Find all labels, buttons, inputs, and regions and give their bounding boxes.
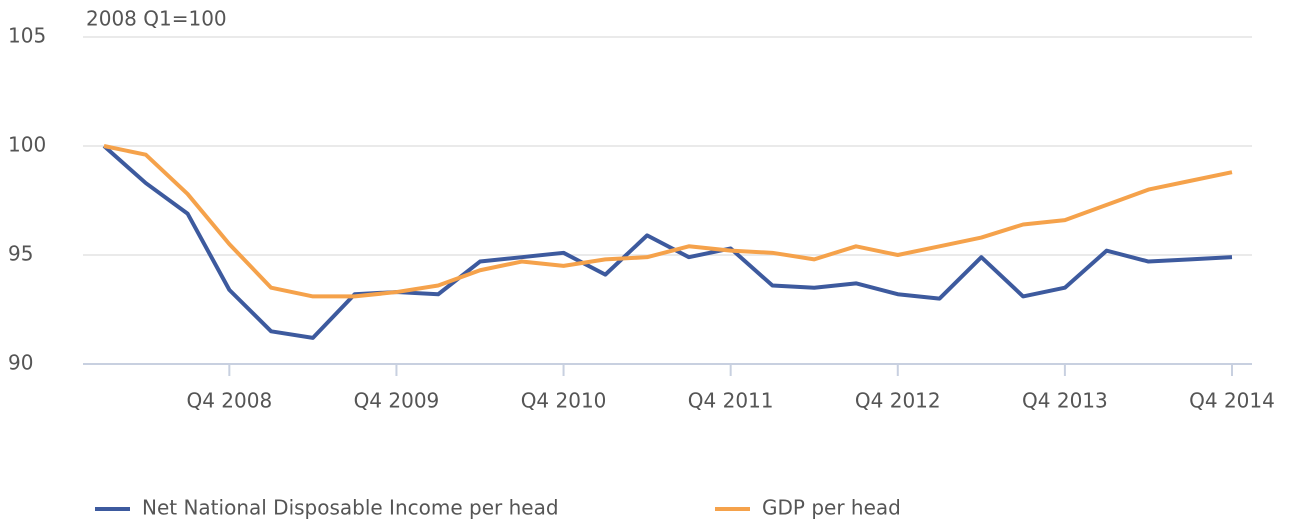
y-tick-label: 100: [8, 133, 46, 157]
line: [103, 144, 1233, 299]
x-tick-label: Q4 2009: [354, 389, 440, 413]
x-tick-label: Q4 2010: [521, 389, 607, 413]
x-tick-label: Q4 2012: [855, 389, 941, 413]
x-tick-label: Q4 2014: [1189, 389, 1275, 413]
y-tick-label: 90: [8, 351, 33, 375]
legend-label: Net National Disposable Income per head: [142, 496, 559, 520]
y-tick-label: 95: [8, 242, 33, 266]
x-tick-label: Q4 2008: [186, 389, 272, 413]
line: [102, 144, 1233, 340]
x-tick-label: Q4 2011: [688, 389, 774, 413]
legend-label: GDP per head: [762, 496, 901, 520]
x-tick-label: Q4 2013: [1022, 389, 1108, 413]
y-axis-label: 2008 Q1=100: [86, 7, 227, 31]
y-tick-label: 105: [8, 24, 46, 48]
